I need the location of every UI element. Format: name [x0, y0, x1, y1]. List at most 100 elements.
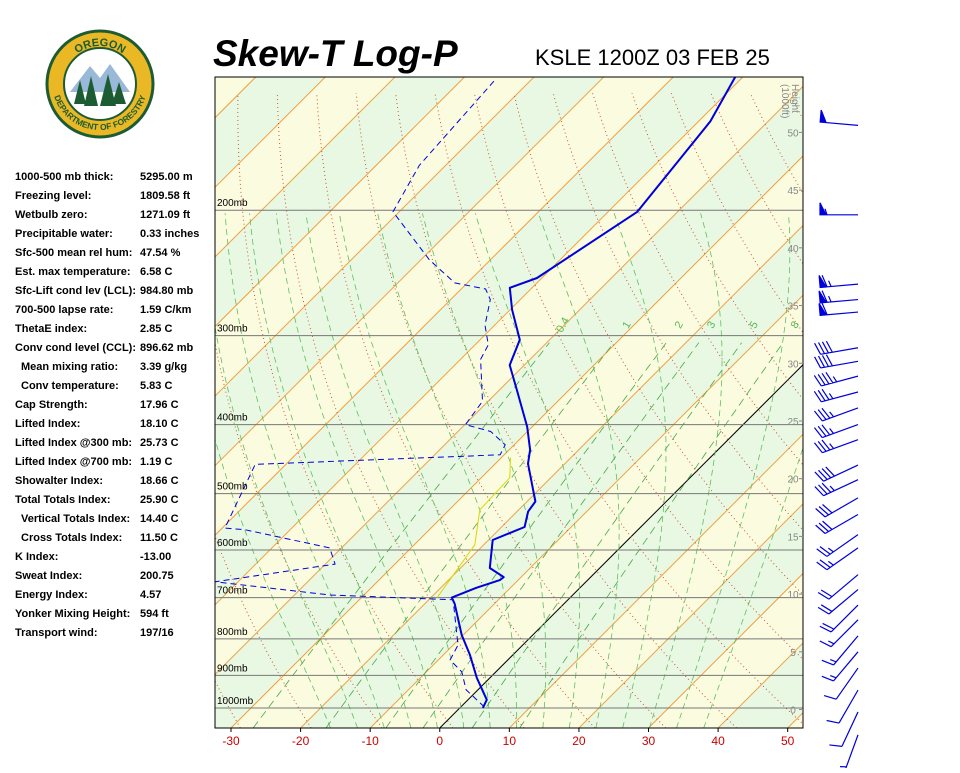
y-tick-label: 500mb: [217, 482, 248, 493]
y2-axis-label: (1000ft): [779, 84, 790, 118]
wind-barb: [819, 275, 858, 287]
stat-label: Yonker Mixing Height:: [15, 608, 130, 620]
stat-label: ThetaE index:: [15, 323, 87, 335]
stat-value: 17.96 C: [140, 399, 179, 411]
stat-label: Conv temperature:: [21, 380, 119, 392]
y2-tick-label: 45: [787, 186, 799, 197]
stat-value: 14.40 C: [140, 513, 179, 525]
stat-value: 594 ft: [140, 608, 169, 620]
wind-barb: [820, 605, 858, 632]
stat-value: 25.90 C: [140, 494, 179, 506]
logo: OREGON DEPARTMENT OF FORESTRY: [47, 31, 153, 137]
y-tick-label: 200mb: [217, 198, 248, 209]
stat-value: 6.58 C: [140, 266, 172, 278]
stat-value: 197/16: [140, 627, 174, 639]
y2-tick-label: 0: [790, 706, 796, 717]
y-tick-label: 1000mb: [217, 696, 254, 707]
dry-adiabat: [908, 93, 960, 728]
wind-barb: [840, 735, 858, 768]
stat-label: Showalter Index:: [15, 475, 103, 487]
stat-label: Freezing level:: [15, 190, 91, 202]
y2-tick-label: 10: [787, 590, 799, 601]
x-tick-label: 0: [436, 734, 443, 748]
stat-value: 984.80 mb: [140, 285, 193, 297]
x-tick-label: -10: [362, 734, 380, 748]
y2-tick-label: 15: [787, 532, 799, 543]
wind-barb: [829, 712, 858, 746]
y2-tick-label: 30: [787, 359, 799, 370]
stat-value: 5295.00 m: [140, 171, 193, 183]
stat-value: 3.39 g/kg: [140, 361, 187, 373]
stat-value: 47.54 %: [140, 247, 181, 259]
y-tick-label: 600mb: [217, 538, 248, 549]
wind-barb: [814, 408, 858, 421]
wind-barb: [827, 690, 858, 723]
stat-value: 11.50 C: [140, 532, 178, 544]
stat-value: 896.62 mb: [140, 342, 193, 354]
wind-barb: [815, 355, 858, 368]
stat-value: 1.59 C/km: [140, 304, 192, 316]
wind-barb: [814, 372, 858, 386]
stat-value: 1271.09 ft: [140, 209, 190, 221]
wind-barb: [818, 575, 858, 599]
dry-adiabat: [790, 93, 960, 728]
stat-label: Transport wind:: [15, 627, 98, 639]
stat-label: Vertical Totals Index:: [21, 513, 130, 525]
stat-value: 200.75: [140, 570, 174, 582]
stat-label: Sfc-Lift cond lev (LCL):: [15, 285, 136, 297]
isotherm: [788, 77, 960, 728]
wind-barb: [814, 389, 858, 402]
wind-barb: [815, 480, 858, 496]
stat-value: 18.66 C: [140, 475, 179, 487]
y2-tick-label: 20: [787, 475, 799, 486]
y2-tick-label: 35: [787, 302, 799, 313]
stat-label: Total Totals Index:: [15, 494, 111, 506]
x-tick-label: 10: [503, 734, 517, 748]
stat-value: 1809.58 ft: [140, 190, 190, 202]
temperature-band: [788, 77, 960, 728]
x-tick-label: 50: [781, 734, 795, 748]
stat-label: Conv cond level (CCL):: [15, 342, 136, 354]
stat-label: Wetbulb zero:: [15, 209, 88, 221]
stat-value: -13.00: [140, 551, 171, 563]
stat-label: Sfc-500 mean rel hum:: [15, 247, 132, 259]
y2-tick-label: 5: [790, 648, 796, 659]
stat-label: Lifted Index @300 mb:: [15, 437, 132, 449]
stats-table: 1000-500 mb thick: 5295.00 m Freezing leve…: [15, 171, 199, 639]
x-tick-label: -30: [222, 734, 240, 748]
wind-barb: [820, 203, 858, 215]
stat-label: Energy Index:: [15, 589, 88, 601]
stat-label: Sweat Index:: [15, 570, 82, 582]
y2-tick-label: 25: [787, 417, 799, 428]
y-tick-label: 700mb: [217, 586, 248, 597]
wind-barb: [815, 341, 858, 354]
stat-label: 1000-500 mb thick:: [15, 171, 113, 183]
wind-barb: [820, 110, 858, 125]
stat-value: 0.33 inches: [140, 228, 199, 240]
y-tick-label: 400mb: [217, 413, 248, 424]
wind-barb: [819, 291, 858, 303]
wind-barb: [814, 440, 858, 453]
stat-value: 1.19 C: [140, 456, 172, 468]
x-tick-label: 20: [572, 734, 586, 748]
stat-value: 25.73 C: [140, 437, 179, 449]
isotherm: [857, 77, 960, 728]
dry-adiabat: [829, 93, 960, 728]
wind-barb: [817, 535, 858, 557]
x-tick-label: -20: [292, 734, 310, 748]
stat-label: Cross Totals Index:: [21, 532, 122, 544]
wind-barb: [814, 425, 858, 438]
stat-label: 700-500 lapse rate:: [15, 304, 113, 316]
stat-label: Mean mixing ratio:: [21, 361, 118, 373]
wind-barb: [815, 465, 858, 481]
stat-label: Est. max temperature:: [15, 266, 131, 278]
stat-value: 4.57: [140, 589, 161, 601]
stat-value: 5.83 C: [140, 380, 172, 392]
x-tick-label: 40: [711, 734, 725, 748]
stat-label: Lifted Index:: [15, 418, 80, 430]
stat-label: Precipitable water:: [15, 228, 113, 240]
wind-barb: [822, 636, 858, 665]
wind-barb: [816, 498, 858, 517]
stat-value: 18.10 C: [140, 418, 179, 430]
x-tick-label: 30: [642, 734, 656, 748]
